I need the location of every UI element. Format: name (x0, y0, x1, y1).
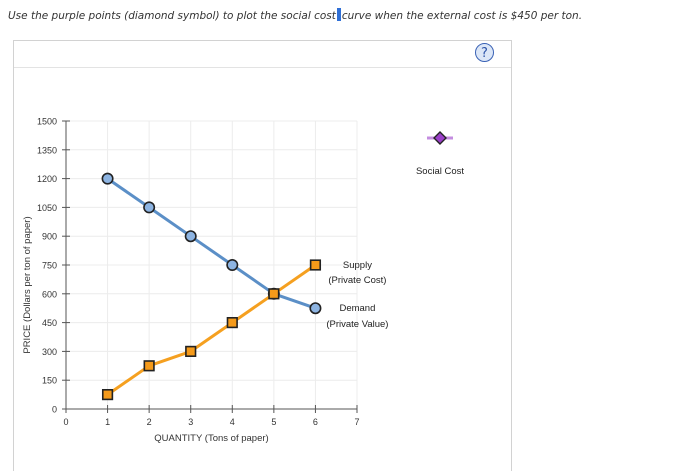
x-tick-label: 2 (147, 417, 152, 427)
demand-point[interactable] (101, 172, 114, 185)
demand-line (106, 177, 316, 310)
supply-point[interactable] (226, 316, 238, 329)
x-tick-label: 1 (105, 417, 110, 427)
text-cursor (336, 8, 341, 21)
y-tick-label: 0 (52, 405, 57, 415)
x-tick-label: 7 (354, 417, 359, 427)
supply-point[interactable] (309, 259, 322, 271)
instruction-text: Use the purple points (diamond symbol) t… (8, 8, 583, 22)
social-cost-tool-label: Social Cost (416, 166, 464, 177)
y-tick-label: 450 (42, 318, 57, 328)
x-axis-title: QUANTITY (Tons of paper) (154, 433, 268, 444)
y-tick-label: 1200 (37, 174, 57, 184)
demand-label: Demand (339, 303, 375, 314)
x-tick-label: 6 (313, 417, 318, 427)
graph-panel (13, 40, 512, 471)
y-tick-label: 300 (42, 347, 57, 357)
supply-point[interactable] (268, 288, 280, 300)
y-tick-label: 600 (42, 289, 57, 299)
demand-point[interactable] (309, 302, 322, 315)
x-tick-label: 5 (271, 417, 276, 427)
chart[interactable]: 0 150 300 450 600 750 900 1050 1200 1350 1500 0 1 2 3 4… (0, 0, 675, 455)
y-tick-label: 1350 (37, 145, 57, 155)
demand-point[interactable] (143, 201, 156, 214)
y-tick-label: 900 (42, 232, 57, 242)
y-tick-label: 1500 (37, 117, 57, 127)
y-tick-label: 750 (42, 261, 57, 271)
y-tick-label: 150 (42, 376, 57, 386)
y-tick-label: 1050 (37, 203, 57, 213)
demand-sublabel: (Private Value) (326, 319, 388, 330)
demand-point[interactable] (226, 258, 239, 271)
y-axis-title: PRICE (Dollars per ton of paper) (22, 216, 33, 353)
supply-label: Supply (343, 260, 372, 271)
supply-point[interactable] (185, 345, 197, 358)
help-button[interactable]: ? (475, 43, 494, 62)
x-tick-label: 4 (230, 417, 235, 427)
panel-divider (14, 67, 511, 68)
x-tick-label: 0 (63, 417, 68, 427)
supply-point[interactable] (101, 388, 114, 401)
demand-point[interactable] (184, 230, 197, 243)
x-tick-label: 3 (188, 417, 193, 427)
social-cost-diamond-icon[interactable] (433, 131, 447, 145)
supply-point[interactable] (143, 360, 155, 372)
supply-line (106, 263, 317, 396)
supply-sublabel: (Private Cost) (328, 275, 386, 286)
